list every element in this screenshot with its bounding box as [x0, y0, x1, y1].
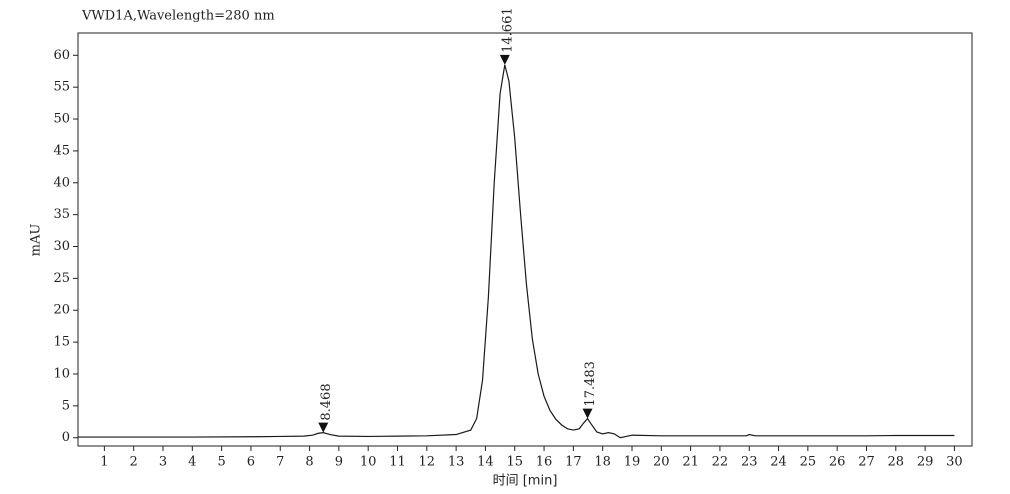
y-tick-label: 15 [53, 335, 70, 350]
y-tick-label: 35 [53, 207, 70, 222]
x-tick-label: 3 [159, 455, 167, 470]
x-tick-label: 2 [130, 455, 138, 470]
x-tick-label: 13 [448, 455, 465, 470]
x-tick-label: 24 [770, 455, 787, 470]
peak-marker [582, 408, 593, 419]
x-tick-label: 10 [360, 455, 377, 470]
peak-label: 17.483 [583, 361, 598, 407]
chart-title: VWD1A,Wavelength=280 nm [81, 9, 275, 24]
y-tick-label: 55 [53, 80, 70, 95]
y-tick-label: 50 [53, 112, 70, 127]
x-tick-label: 19 [624, 455, 641, 470]
x-tick-label: 18 [594, 455, 611, 470]
y-tick-label: 60 [53, 48, 70, 63]
x-tick-label: 26 [829, 455, 846, 470]
x-tick-label: 27 [858, 455, 875, 470]
y-axis-label: mAU [29, 224, 44, 257]
x-tick-label: 29 [917, 455, 934, 470]
plot-frame [77, 32, 973, 447]
x-tick-label: 9 [335, 455, 343, 470]
peak-label: 14.661 [500, 7, 515, 53]
x-tick-label: 22 [712, 455, 729, 470]
x-tick-label: 15 [506, 455, 523, 470]
trace-line [78, 64, 955, 439]
x-tick-label: 14 [477, 455, 494, 470]
x-tick-label: 8 [305, 455, 313, 470]
x-tick-label: 21 [682, 455, 699, 470]
x-tick-label: 20 [653, 455, 670, 470]
x-tick-label: 11 [389, 455, 406, 470]
y-tick-label: 30 [53, 239, 70, 254]
x-tick-label: 4 [188, 455, 196, 470]
x-tick-label: 6 [247, 455, 255, 470]
x-axis-label: 时间 [min] [493, 474, 558, 489]
x-tick-label: 5 [217, 455, 225, 470]
y-tick-label: 45 [53, 143, 70, 158]
x-tick-label: 17 [565, 455, 582, 470]
x-tick-label: 28 [888, 455, 905, 470]
peak-marker [318, 422, 329, 433]
y-tick-label: 10 [53, 366, 70, 381]
y-tick-label: 40 [53, 175, 70, 190]
y-tick-label: 20 [53, 303, 70, 318]
peak-marker [499, 54, 510, 65]
y-tick-label: 25 [53, 271, 70, 286]
peak-label: 8.468 [319, 383, 334, 420]
x-tick-label: 16 [536, 455, 553, 470]
x-tick-label: 25 [800, 455, 817, 470]
y-tick-label: 0 [62, 430, 70, 445]
x-tick-label: 12 [419, 455, 436, 470]
x-tick-label: 1 [100, 455, 108, 470]
y-tick-label: 5 [62, 398, 70, 413]
x-tick-label: 23 [741, 455, 758, 470]
x-tick-label: 7 [276, 455, 284, 470]
x-tick-label: 30 [946, 455, 963, 470]
